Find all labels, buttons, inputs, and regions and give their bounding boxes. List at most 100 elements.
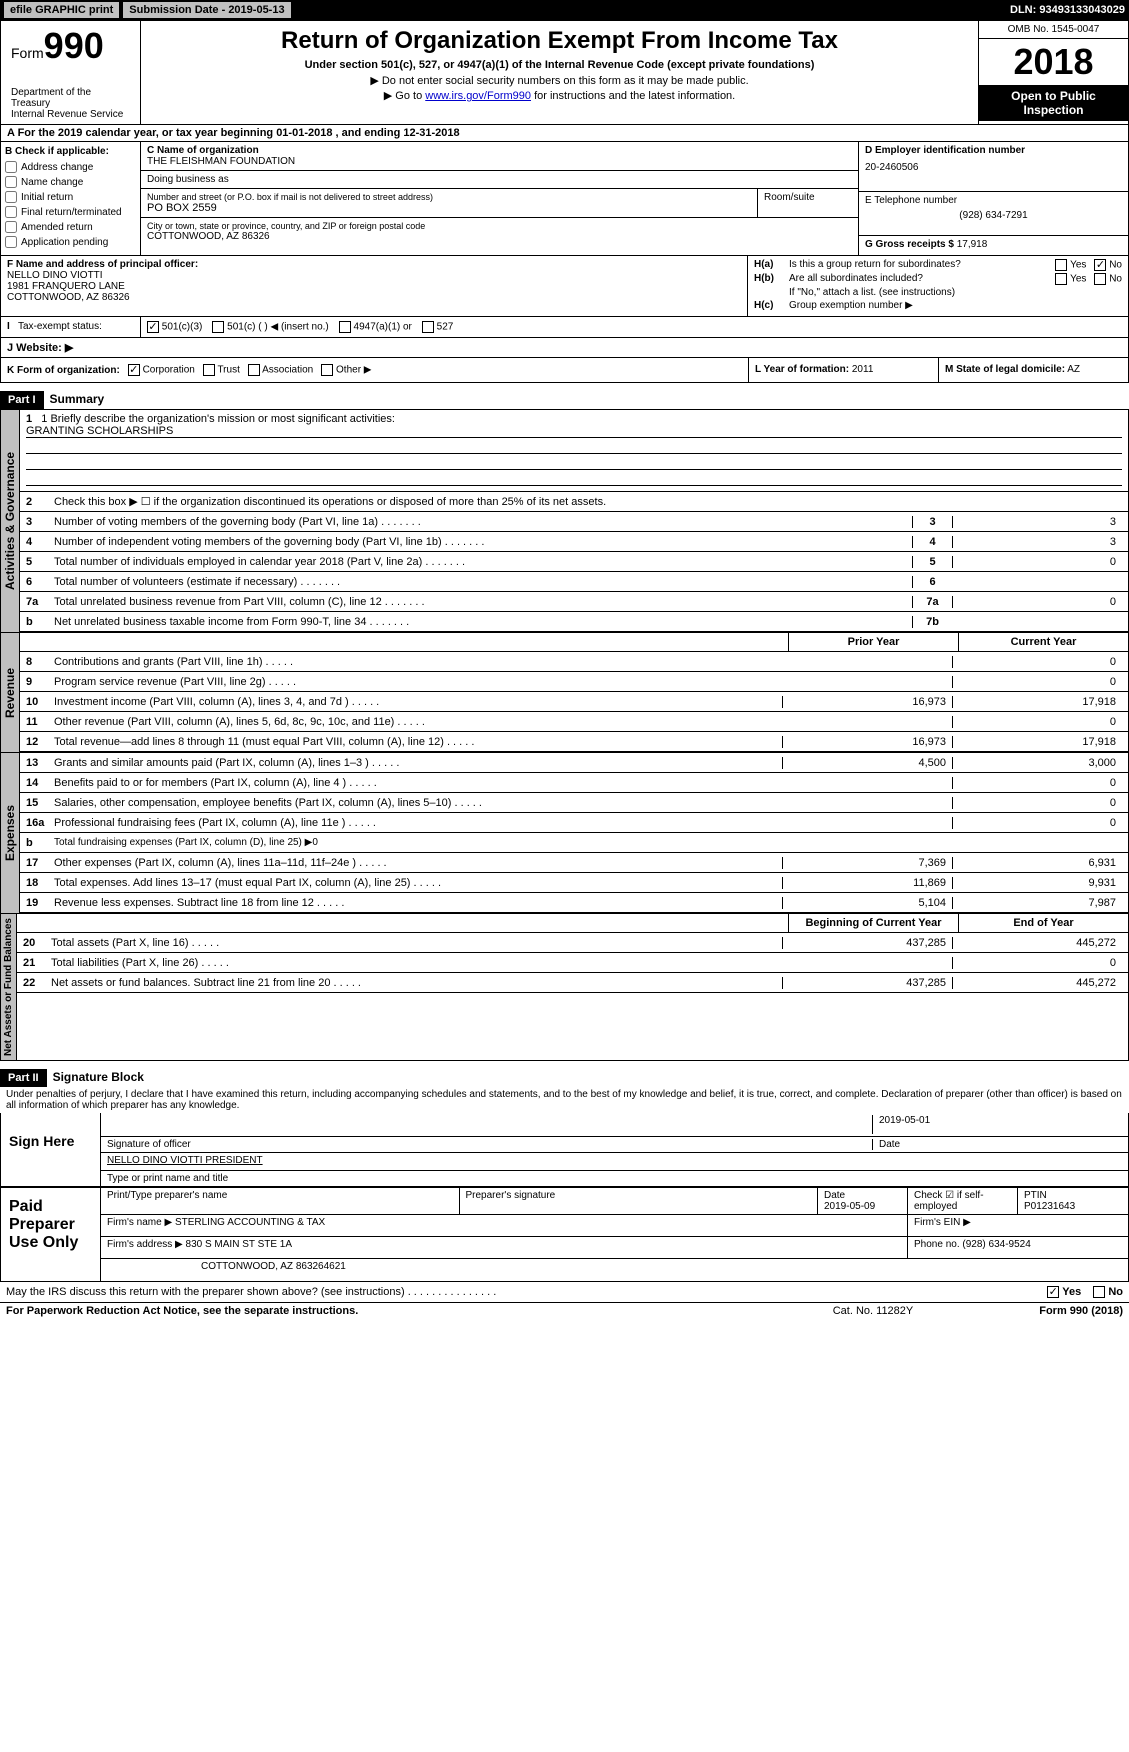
checkbox-address-change[interactable]: Address change [5, 161, 136, 173]
open-public: Open to Public Inspection [979, 85, 1128, 121]
i-opt-501c3[interactable]: 501(c)(3) [147, 321, 202, 333]
k-assoc[interactable]: Association [248, 364, 313, 376]
checkbox-application-pending[interactable]: Application pending [5, 236, 136, 248]
line-6: 6Total number of volunteers (estimate if… [20, 572, 1128, 592]
line-12: 12Total revenue—add lines 8 through 11 (… [20, 732, 1128, 752]
ptin-label: PTIN [1024, 1190, 1122, 1201]
line-16a: 16aProfessional fundraising fees (Part I… [20, 813, 1128, 833]
efile-badge: efile GRAPHIC print [4, 2, 119, 18]
prep-date-value: 2019-05-09 [824, 1201, 901, 1212]
line-15: 15Salaries, other compensation, employee… [20, 793, 1128, 813]
vtab-expenses: Expenses [1, 753, 20, 913]
k-other[interactable]: Other ▶ [321, 364, 371, 376]
k-trust[interactable]: Trust [203, 364, 240, 376]
i-opt-527[interactable]: 527 [422, 321, 453, 333]
line-3: 3Number of voting members of the governi… [20, 512, 1128, 532]
form-num: 990 [44, 25, 104, 66]
checkbox-initial-return[interactable]: Initial return [5, 191, 136, 203]
line-20: 20Total assets (Part X, line 16) . . . .… [17, 933, 1128, 953]
ha-no[interactable]: No [1094, 259, 1122, 271]
prep-self-emp[interactable]: Check ☑ if self-employed [908, 1188, 1018, 1214]
vtab-net: Net Assets or Fund Balances [1, 914, 17, 1060]
d-ein-label: D Employer identification number [865, 145, 1122, 156]
ha-text: Is this a group return for subordinates? [789, 259, 1055, 271]
sign-here-label: Sign Here [1, 1113, 101, 1186]
m-value: AZ [1067, 364, 1080, 375]
dba-label: Doing business as [147, 174, 852, 185]
line-11: 11Other revenue (Part VIII, column (A), … [20, 712, 1128, 732]
ha-yes[interactable]: Yes [1055, 259, 1086, 271]
dln: DLN: 93493133043029 [1010, 4, 1125, 16]
firm-addr-label: Firm's address ▶ [107, 1239, 183, 1250]
officer-addr2: COTTONWOOD, AZ 86326 [7, 292, 741, 303]
department: Department of the Treasury Internal Reve… [11, 87, 130, 120]
checkbox-amended-return[interactable]: Amended return [5, 221, 136, 233]
checkbox-name-change[interactable]: Name change [5, 176, 136, 188]
prep-sig-label: Preparer's signature [460, 1188, 819, 1214]
line-4: 4Number of independent voting members of… [20, 532, 1128, 552]
g-receipts-label: G Gross receipts $ [865, 239, 954, 250]
line-18: 18Total expenses. Add lines 13–17 (must … [20, 873, 1128, 893]
row-a-period: A For the 2019 calendar year, or tax yea… [0, 125, 1129, 142]
form-number: Form990 [11, 25, 130, 67]
hb-note: If "No," attach a list. (see instruction… [789, 287, 955, 298]
line-19: 19Revenue less expenses. Subtract line 1… [20, 893, 1128, 913]
checkbox-final-return-terminated[interactable]: Final return/terminated [5, 206, 136, 218]
note-link: ▶ Go to www.irs.gov/Form990 for instruct… [151, 89, 968, 102]
line-22: 22Net assets or fund balances. Subtract … [17, 973, 1128, 993]
line-9: 9Program service revenue (Part VIII, lin… [20, 672, 1128, 692]
hb-label: H(b) [754, 273, 789, 285]
irs-link[interactable]: www.irs.gov/Form990 [425, 90, 531, 102]
firm-addr2: COTTONWOOD, AZ 863264621 [101, 1259, 1128, 1281]
hb-yes[interactable]: Yes [1055, 273, 1086, 285]
omb-number: OMB No. 1545-0047 [979, 21, 1128, 39]
l-value: 2011 [852, 364, 874, 375]
line1-label: 1 1 Briefly describe the organization's … [26, 413, 1122, 425]
part2-header: Part II [0, 1069, 47, 1087]
i-opt-4947[interactable]: 4947(a)(1) or [339, 321, 412, 333]
discuss-no[interactable]: No [1093, 1286, 1123, 1298]
e-phone-label: E Telephone number [865, 195, 1122, 206]
room-label: Room/suite [758, 189, 858, 217]
i-label: Tax-exempt status: [18, 321, 102, 332]
j-website: J Website: ▶ [7, 341, 1122, 354]
footer-form: Form 990 (2018) [973, 1305, 1123, 1317]
receipts-value: 17,918 [957, 239, 988, 250]
officer-addr1: 1981 FRANQUERO LANE [7, 281, 741, 292]
k-corp[interactable]: Corporation [128, 364, 195, 376]
line-b: bNet unrelated business taxable income f… [20, 612, 1128, 632]
discuss-yes[interactable]: Yes [1047, 1286, 1081, 1298]
i-opt-501c[interactable]: 501(c) ( ) ◀ (insert no.) [212, 321, 328, 333]
sig-officer-label: Signature of officer [107, 1139, 872, 1150]
mission-text: GRANTING SCHOLARSHIPS [26, 425, 1122, 438]
city-value: COTTONWOOD, AZ 86326 [147, 231, 852, 242]
addr-value: PO BOX 2559 [147, 202, 751, 214]
ein-value: 20-2460506 [865, 162, 1122, 173]
prep-name-label: Print/Type preparer's name [101, 1188, 460, 1214]
part1-header: Part I [0, 391, 44, 409]
date-label: Date [872, 1139, 1122, 1150]
line-14: 14Benefits paid to or for members (Part … [20, 773, 1128, 793]
prep-phone-label: Phone no. [914, 1239, 960, 1250]
firm-name: STERLING ACCOUNTING & TAX [175, 1217, 325, 1228]
line-10: 10Investment income (Part VIII, column (… [20, 692, 1128, 712]
line2: Check this box ▶ ☐ if the organization d… [54, 495, 1122, 508]
submission-date: Submission Date - 2019-05-13 [123, 2, 290, 18]
hb-text: Are all subordinates included? [789, 273, 1055, 285]
prep-date-label: Date [824, 1190, 901, 1201]
form-prefix: Form [11, 45, 44, 61]
hb-no[interactable]: No [1094, 273, 1122, 285]
form-subtitle: Under section 501(c), 527, or 4947(a)(1)… [151, 59, 968, 71]
name-title-label: Type or print name and title [107, 1173, 1122, 1184]
eoy-header: End of Year [958, 914, 1128, 932]
f-officer-label: F Name and address of principal officer: [7, 259, 741, 270]
line-13: 13Grants and similar amounts paid (Part … [20, 753, 1128, 773]
current-year-header: Current Year [958, 633, 1128, 651]
line-21: 21Total liabilities (Part X, line 26) . … [17, 953, 1128, 973]
officer-name: NELLO DINO VIOTTI [7, 270, 741, 281]
part2-title: Signature Block [53, 1070, 144, 1084]
prep-phone: (928) 634-9524 [962, 1239, 1030, 1250]
part1-title: Summary [50, 392, 105, 406]
hc-text: Group exemption number ▶ [789, 300, 913, 311]
c-name-label: C Name of organization [147, 145, 852, 156]
